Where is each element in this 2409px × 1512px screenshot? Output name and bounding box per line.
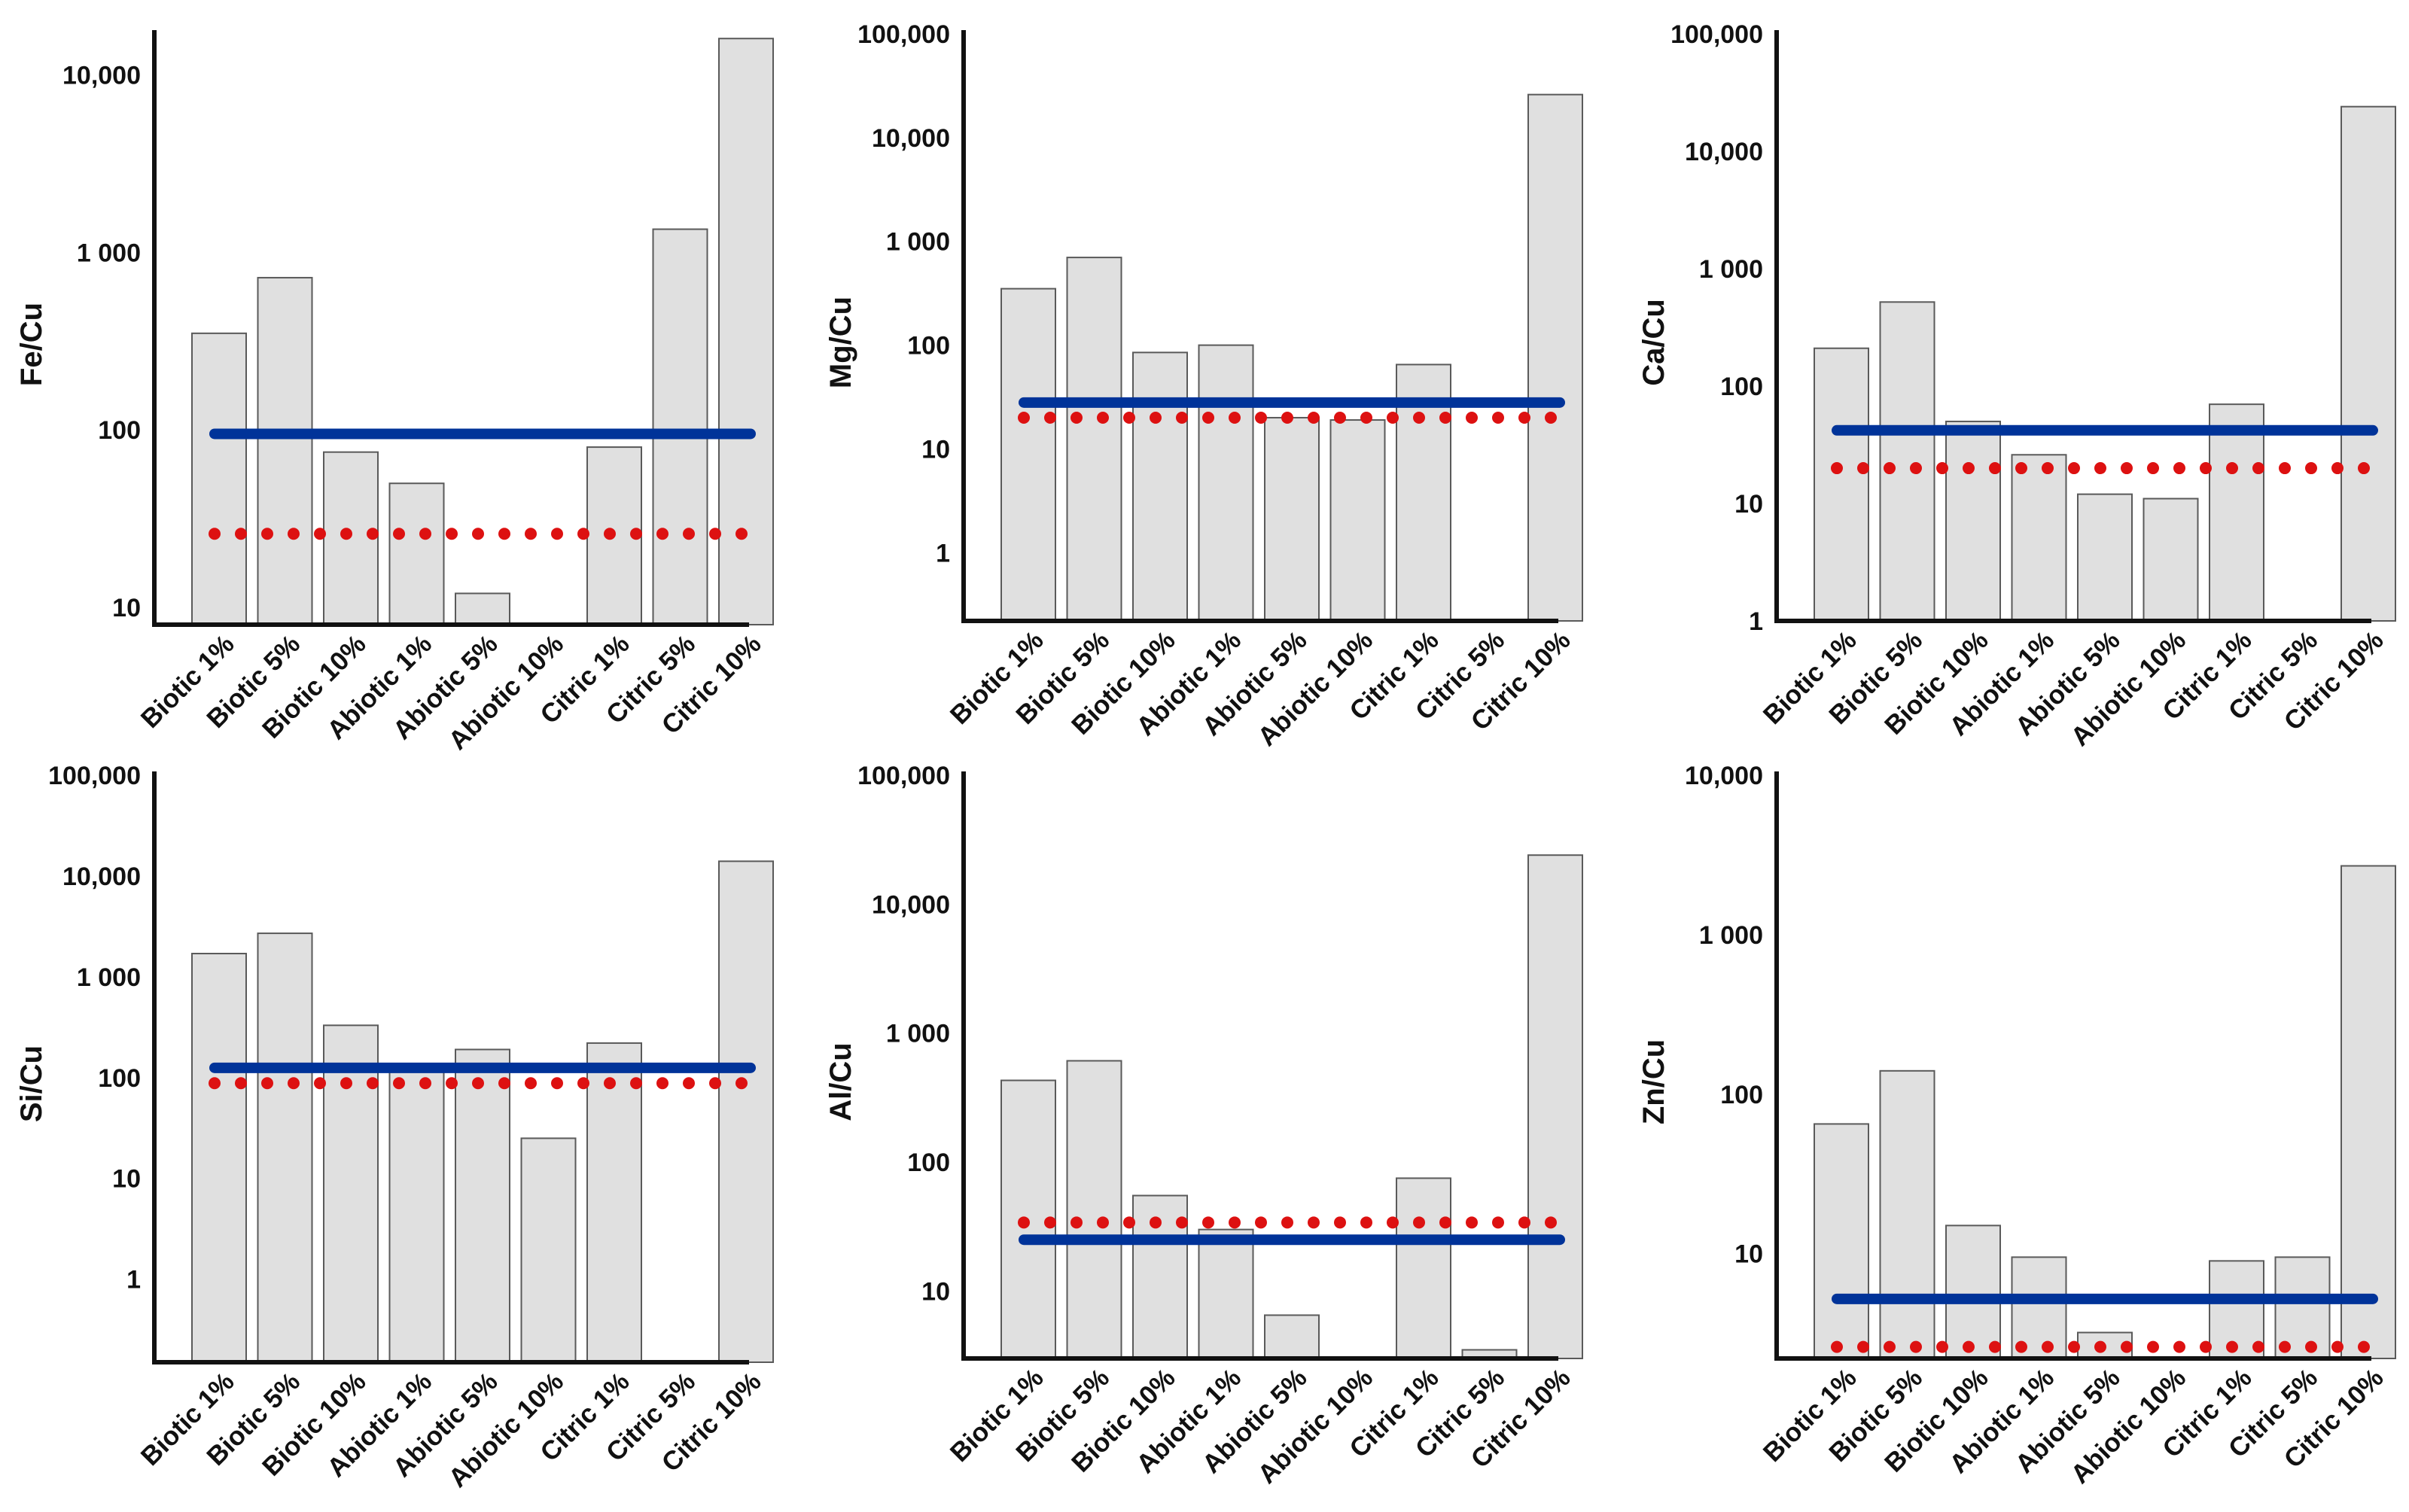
bar-biotic-1pct xyxy=(1000,287,1056,622)
y-tick-label: 10 xyxy=(1734,490,1763,519)
y-tick-label: 1 000 xyxy=(1699,921,1763,950)
y-tick-label: 100,000 xyxy=(857,762,950,790)
bar-biotic-5pct xyxy=(257,276,313,625)
y-tick-label: 1 xyxy=(1749,607,1763,636)
y-axis-title: Mg/Cu xyxy=(824,297,857,388)
bar-abiotic-10pct xyxy=(1329,419,1386,622)
y-tick-label: 10,000 xyxy=(1685,138,1763,166)
y-tick-label: 100,000 xyxy=(857,20,950,49)
bar-citric-10pct xyxy=(718,860,774,1363)
y-tick-label: 10,000 xyxy=(872,890,950,919)
bar-biotic-10pct xyxy=(1945,420,2001,622)
y-axis-title: Zn/Cu xyxy=(1637,1039,1670,1124)
bar-biotic-10pct xyxy=(323,1024,379,1363)
y-tick-label: 100,000 xyxy=(1670,20,1763,49)
bar-abiotic-5pct xyxy=(1264,1314,1320,1359)
bar-citric-10pct xyxy=(2340,105,2396,622)
bar-abiotic-1pct xyxy=(2011,454,2067,622)
bar-abiotic-1pct xyxy=(388,1069,445,1364)
y-tick-label: 1 000 xyxy=(77,239,141,267)
y-tick-label: 10 xyxy=(921,435,950,464)
bar-abiotic-5pct xyxy=(2077,493,2133,622)
bar-biotic-1pct xyxy=(1814,347,1869,622)
bar-citric-10pct xyxy=(1527,93,1583,622)
y-tick-label: 10,000 xyxy=(872,124,950,153)
bar-biotic-5pct xyxy=(257,932,313,1363)
y-tick-label: 10 xyxy=(112,1165,141,1194)
y-tick-label: 10 xyxy=(112,594,141,622)
bar-biotic-1pct xyxy=(191,952,247,1364)
y-tick-label: 100,000 xyxy=(48,762,141,790)
y-tick-label: 1 000 xyxy=(886,1020,950,1048)
y-tick-label: 10 xyxy=(921,1277,950,1306)
bar-biotic-1pct xyxy=(191,332,247,625)
bar-abiotic-5pct xyxy=(1264,416,1320,622)
bar-citric-1pct xyxy=(1396,1177,1451,1360)
bar-abiotic-10pct xyxy=(520,1137,577,1363)
y-tick-label: 10,000 xyxy=(62,862,141,891)
bar-biotic-5pct xyxy=(1066,257,1122,622)
y-axis-title: Si/Cu xyxy=(15,1045,48,1122)
bar-biotic-5pct xyxy=(1879,301,1935,622)
bar-biotic-5pct xyxy=(1879,1069,1935,1359)
bar-biotic-10pct xyxy=(1132,351,1188,622)
y-tick-label: 100 xyxy=(907,1148,950,1177)
y-tick-label: 1 xyxy=(936,539,950,567)
y-tick-label: 10,000 xyxy=(62,61,141,90)
bar-citric-10pct xyxy=(1527,854,1583,1359)
bar-citric-10pct xyxy=(2340,865,2396,1359)
y-tick-label: 10,000 xyxy=(1685,762,1763,790)
y-tick-label: 100 xyxy=(1720,1081,1763,1109)
y-tick-label: 100 xyxy=(98,1064,141,1093)
bar-biotic-10pct xyxy=(1945,1225,2001,1359)
bar-citric-5pct xyxy=(652,228,708,625)
y-tick-label: 1 000 xyxy=(77,963,141,992)
bar-biotic-1pct xyxy=(1814,1123,1869,1359)
bar-citric-10pct xyxy=(718,38,774,625)
y-tick-label: 1 000 xyxy=(1699,255,1763,284)
y-tick-label: 10 xyxy=(1734,1240,1763,1269)
y-tick-label: 1 000 xyxy=(886,228,950,257)
y-axis-title: Al/Cu xyxy=(824,1042,857,1121)
bar-citric-1pct xyxy=(586,1042,642,1364)
bar-abiotic-1pct xyxy=(1198,1228,1254,1359)
bar-abiotic-1pct xyxy=(1198,344,1254,622)
y-tick-label: 1 xyxy=(126,1266,141,1294)
bar-abiotic-10pct xyxy=(2143,497,2199,622)
bar-abiotic-5pct xyxy=(455,1048,510,1364)
bar-abiotic-1pct xyxy=(388,482,445,625)
y-tick-label: 100 xyxy=(98,416,141,445)
y-axis-title: Fe/Cu xyxy=(15,303,48,386)
y-axis-title: Ca/Cu xyxy=(1637,299,1670,386)
y-tick-label: 100 xyxy=(1720,373,1763,401)
bar-biotic-5pct xyxy=(1066,1060,1122,1360)
y-tick-label: 100 xyxy=(907,332,950,361)
bar-citric-1pct xyxy=(2209,403,2264,622)
bar-abiotic-5pct xyxy=(455,592,510,626)
